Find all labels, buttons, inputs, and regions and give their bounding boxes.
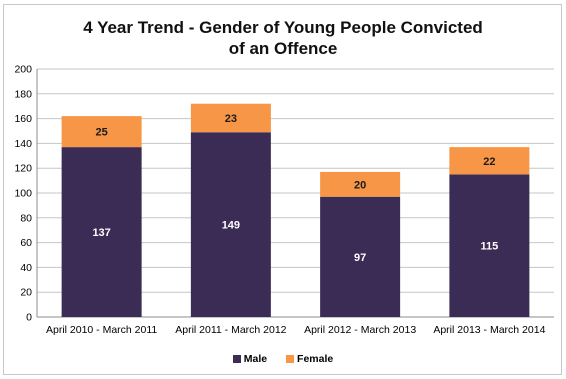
y-tick-label-4: 80: [20, 212, 32, 224]
y-tick-label-7: 140: [14, 138, 32, 150]
data-label-male-2: 97: [354, 252, 366, 264]
legend-label-female: Female: [297, 353, 334, 365]
data-label-female-2: 20: [354, 179, 366, 191]
x-tick-label-3: April 2013 - March 2014: [433, 324, 545, 336]
data-label-male-1: 149: [222, 220, 240, 232]
chart-title: 4 Year Trend - Gender of Young People Co…: [0, 17, 566, 59]
y-tick-label-10: 200: [14, 64, 32, 76]
bar-male-1: [190, 132, 271, 317]
y-tick-label-8: 160: [14, 113, 32, 125]
x-tick-label-1: April 2011 - March 2012: [175, 324, 286, 336]
bar-female-1: [190, 103, 271, 133]
legend-swatch-male: [232, 355, 241, 363]
y-tick-label-1: 20: [20, 287, 32, 299]
data-label-male-3: 115: [481, 241, 499, 253]
x-tick-label-2: April 2012 - March 2013: [304, 324, 416, 336]
chart-title-line-2: of an Offence: [228, 39, 338, 58]
x-tick-label-0: April 2010 - March 2011: [46, 324, 157, 336]
y-tick-label-9: 180: [14, 88, 32, 100]
y-tick-label-5: 100: [14, 188, 32, 200]
y-tick-label-3: 60: [20, 237, 32, 249]
data-label-male-0: 137: [92, 227, 110, 239]
legend-item-female: Female: [286, 353, 333, 365]
legend-swatch-female: [286, 355, 295, 363]
y-tick-label-2: 40: [20, 262, 32, 274]
legend-item-male: Male: [232, 353, 268, 365]
chart-title-line-1: 4 Year Trend - Gender of Young People Co…: [83, 18, 483, 37]
bar-female-3: [449, 147, 530, 175]
bar-male-0: [61, 147, 142, 317]
bar-female-0: [61, 116, 142, 148]
y-tick-label-0: 0: [26, 312, 32, 324]
chart-legend: Male Female: [0, 353, 566, 366]
bar-male-3: [449, 174, 530, 317]
data-label-female-1: 23: [225, 113, 237, 125]
y-tick-label-6: 120: [14, 163, 32, 175]
bar-male-2: [320, 196, 401, 317]
data-label-female-0: 25: [96, 127, 108, 139]
data-label-female-3: 22: [483, 156, 495, 168]
legend-label-male: Male: [243, 353, 268, 365]
bar-female-2: [320, 171, 401, 197]
